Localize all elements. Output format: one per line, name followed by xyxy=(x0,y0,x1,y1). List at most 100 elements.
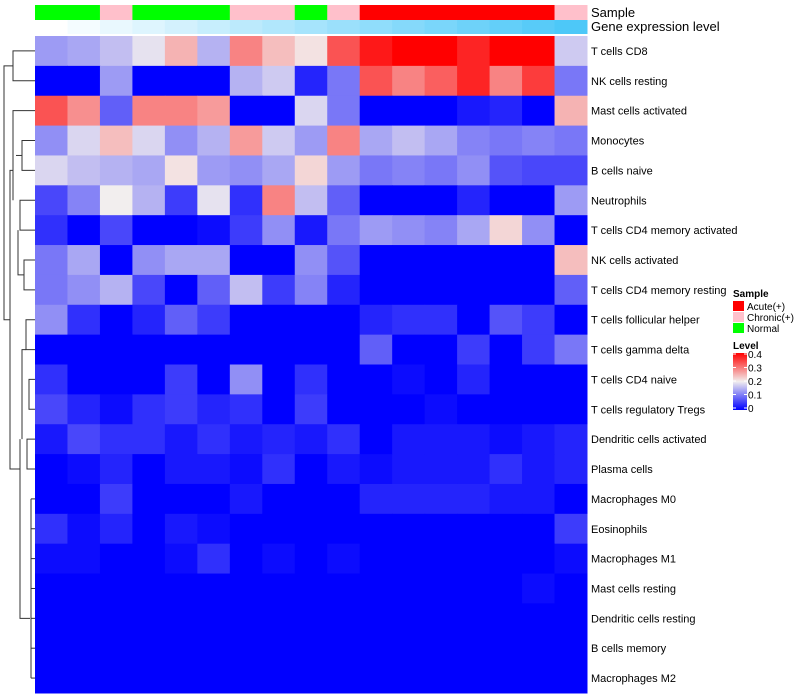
heatmap-cell xyxy=(424,125,458,156)
gene-level-annotation-cell xyxy=(35,20,68,34)
heatmap-cell xyxy=(392,513,426,545)
heatmap-cell xyxy=(457,125,491,156)
heatmap-cell xyxy=(35,95,68,127)
heatmap-cell xyxy=(229,36,263,67)
heatmap-cell xyxy=(359,36,393,67)
heatmap-cell xyxy=(522,155,556,186)
heatmap-cell xyxy=(522,65,556,97)
heatmap-cell xyxy=(554,36,588,67)
row-label: Macrophages M1 xyxy=(591,554,676,566)
heatmap-cell xyxy=(294,304,328,336)
heatmap-cell xyxy=(99,364,133,395)
heatmap-cell xyxy=(35,663,68,694)
heatmap-cell xyxy=(197,304,231,336)
heatmap-cell xyxy=(554,304,588,336)
heatmap-cell xyxy=(424,424,458,455)
annotation-bars xyxy=(35,5,588,34)
heatmap-cell xyxy=(262,95,296,127)
heatmap-cell xyxy=(99,424,133,455)
dendrogram-branch xyxy=(19,199,35,231)
heatmap-cell xyxy=(132,394,166,425)
heatmap-cell xyxy=(229,573,263,604)
heatmap-cell xyxy=(67,95,101,127)
heatmap-cell xyxy=(35,543,68,575)
heatmap-cell xyxy=(99,483,133,515)
heatmap-cell xyxy=(327,424,361,455)
heatmap-cell xyxy=(229,95,263,127)
heatmap-cell xyxy=(164,125,198,156)
sample-annotation-cell xyxy=(197,5,231,20)
row-label: Eosinophils xyxy=(591,524,648,536)
heatmap-cell xyxy=(197,155,231,186)
heatmap-cell xyxy=(99,245,133,276)
heatmap-cell xyxy=(229,334,263,365)
heatmap-cell xyxy=(424,364,458,395)
sample-annotation-cell xyxy=(522,5,556,20)
heatmap-cell xyxy=(327,394,361,425)
gene-level-annotation-cell xyxy=(262,20,296,34)
heatmap-cell xyxy=(359,633,393,664)
heatmap-cell xyxy=(522,95,556,127)
gene-level-annotation-cell xyxy=(522,20,556,34)
row-label: NK cells resting xyxy=(591,76,667,88)
heatmap-cell xyxy=(229,125,263,156)
heatmap-cell xyxy=(35,185,68,216)
heatmap-cell xyxy=(359,424,393,455)
heatmap-cell xyxy=(489,65,523,97)
heatmap-cell xyxy=(359,483,393,515)
heatmap-cell xyxy=(489,364,523,395)
heatmap-cell xyxy=(35,245,68,276)
heatmap-cell xyxy=(457,274,491,306)
heatmap-cell xyxy=(197,663,231,694)
gene-level-annotation-cell xyxy=(327,20,361,34)
heatmap-cell xyxy=(67,483,101,515)
heatmap-cell xyxy=(132,334,166,365)
gene-level-annotation-cell xyxy=(489,20,523,34)
row-label: T cells regulatory Tregs xyxy=(591,404,706,416)
heatmap-cell xyxy=(99,573,133,604)
heatmap-cell xyxy=(229,65,263,97)
heatmap-cell xyxy=(424,304,458,336)
heatmap-cell xyxy=(327,125,361,156)
heatmap-cell xyxy=(489,424,523,455)
gene-level-annotation-cell xyxy=(424,20,458,34)
heatmap-cell xyxy=(554,334,588,365)
heatmap-cell xyxy=(489,483,523,515)
heatmap-cell xyxy=(457,424,491,455)
heatmap-cell xyxy=(392,95,426,127)
sample-annotation-cell xyxy=(424,5,458,20)
heatmap-cell xyxy=(229,394,263,425)
sample-annotation-cell xyxy=(164,5,198,20)
heatmap-cell xyxy=(489,573,523,604)
heatmap-cell xyxy=(132,573,166,604)
heatmap-cell xyxy=(294,334,328,365)
heatmap-cell xyxy=(554,364,588,395)
heatmap-cell xyxy=(197,95,231,127)
heatmap-cell xyxy=(359,334,393,365)
heatmap-cell xyxy=(489,334,523,365)
heatmap-cell xyxy=(392,125,426,156)
row-label: T cells CD4 memory activated xyxy=(591,225,738,237)
heatmap-cell xyxy=(35,364,68,395)
legend-swatch xyxy=(733,312,744,322)
sample-annotation-cell xyxy=(359,5,393,20)
heatmap-cell xyxy=(197,36,231,67)
heatmap-cell xyxy=(424,483,458,515)
heatmap-cell xyxy=(489,394,523,425)
heatmap-cell xyxy=(262,573,296,604)
sample-annotation-cell xyxy=(457,5,491,20)
heatmap-cell xyxy=(35,454,68,485)
heatmap-cell xyxy=(67,603,101,634)
heatmap-cell xyxy=(229,633,263,664)
heatmap-cell xyxy=(197,364,231,395)
legend-tick-label: 0.2 xyxy=(748,377,762,388)
heatmap-cell xyxy=(164,364,198,395)
heatmap-cell xyxy=(424,65,458,97)
heatmap-cell xyxy=(35,215,68,246)
heatmap-cell xyxy=(35,125,68,156)
sample-annotation-cell xyxy=(554,5,588,20)
heatmap-cell xyxy=(67,334,101,365)
dendrogram-branch xyxy=(21,349,26,440)
heatmap-cell xyxy=(554,454,588,485)
heatmap-cell xyxy=(327,215,361,246)
